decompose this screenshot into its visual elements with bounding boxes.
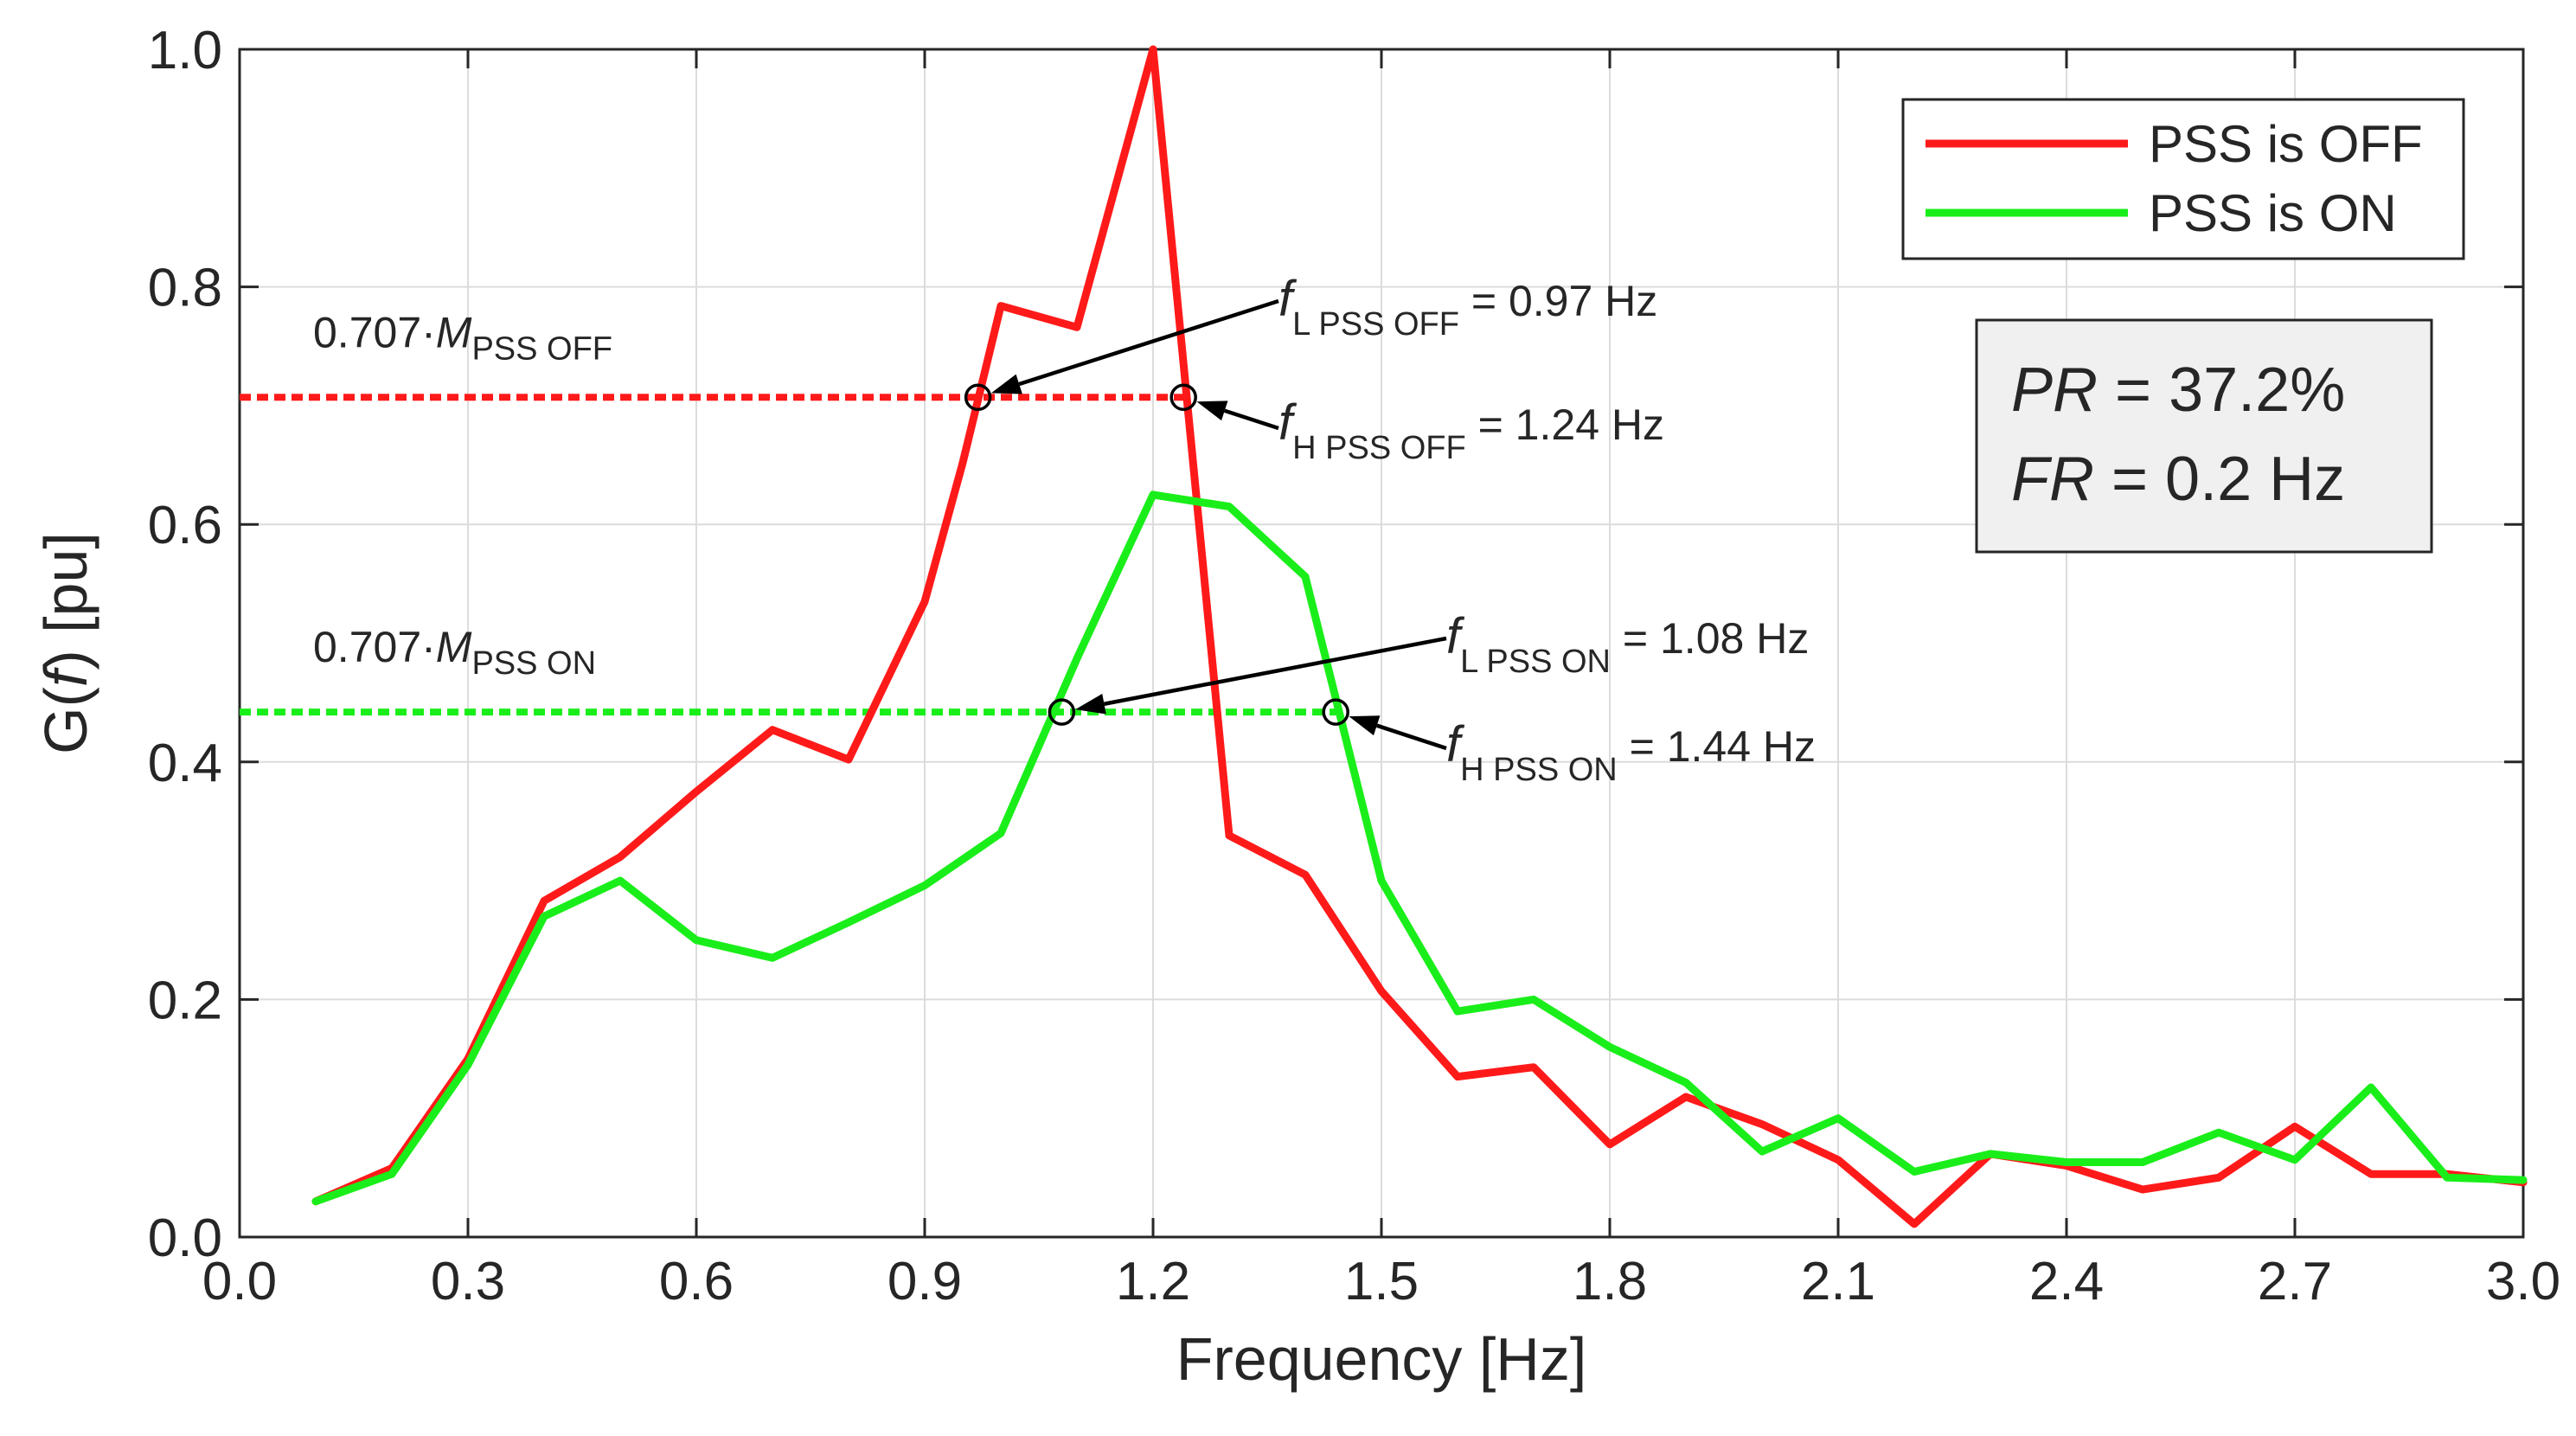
annotation-label: fL PSS OFF = 0.97 Hz [1278, 271, 1657, 343]
annotations: fL PSS OFF = 0.97 Hz fH PSS OFF = 1.24 Hz… [990, 271, 1816, 788]
crossing-marker [1169, 383, 1197, 412]
x-tick-label: 2.7 [2258, 1252, 2332, 1311]
annotation-arrow-line [1376, 723, 1447, 751]
y-tick-label: 0.4 [148, 734, 222, 793]
metric-fr-value: = 0.2 Hz [2094, 445, 2345, 514]
legend-label-on: PSS is ON [2149, 184, 2397, 242]
x-tick-label: 1.5 [1344, 1252, 1419, 1311]
metric-fr: FR = 0.2 Hz [2011, 445, 2345, 514]
legend: PSS is OFF PSS is ON [1901, 98, 2465, 260]
y-axis-title-prefix: G( [32, 687, 99, 754]
metric-fr-symbol: FR [2011, 445, 2094, 514]
legend-label-off: PSS is OFF [2149, 115, 2423, 173]
annotation-label: fL PSS ON = 1.08 Hz [1446, 608, 1809, 680]
y-axis-ticks: 0.0 0.2 0.4 0.6 0.8 1.0 [148, 21, 2523, 1268]
annotation-arrowhead [1349, 715, 1381, 736]
crossing-marker [1322, 698, 1349, 726]
x-tick-label: 0.9 [888, 1252, 962, 1311]
series-line-pss-off [311, 45, 2528, 1228]
metric-pr: PR = 37.2% [2011, 356, 2345, 425]
annotation-arrow-line [1104, 636, 1447, 706]
x-axis-title: Frequency [Hz] [1176, 1325, 1587, 1393]
x-tick-label: 0.0 [202, 1252, 277, 1311]
y-tick-label: 0.6 [148, 496, 222, 555]
x-tick-label: 1.8 [1573, 1252, 1647, 1311]
y-tick-label: 1.0 [148, 21, 222, 80]
annotation-arrow-line [1224, 408, 1279, 431]
annotation-label: fH PSS ON = 1.44 Hz [1446, 716, 1816, 788]
metric-pr-value: = 37.2% [2098, 356, 2345, 425]
reference-lines: 0.707·MPSS OFF 0.707·MPSS ON [240, 308, 1336, 716]
y-tick-label: 0.8 [148, 259, 222, 318]
y-tick-label: 0.2 [148, 971, 222, 1030]
x-axis-ticks: 0.0 0.3 0.6 0.9 1.2 1.5 1.8 2.1 2.4 2.7 3.0 [202, 49, 2560, 1311]
reference-line-label: 0.707·MPSS ON [313, 623, 596, 682]
y-tick-label: 0.0 [148, 1208, 222, 1268]
y-axis-title: G(f) [pu] [32, 532, 99, 754]
annotation-arrow-line [1018, 298, 1279, 387]
crossing-marker [964, 383, 992, 412]
series-line-pss-on [311, 490, 2528, 1206]
legend-box [1901, 98, 2465, 260]
x-tick-label: 2.1 [1801, 1252, 1875, 1311]
annotation-arrowhead [990, 374, 1022, 394]
x-tick-label: 0.6 [659, 1252, 734, 1311]
crossing-markers [964, 383, 1349, 726]
y-axis-title-suffix: ) [pu] [32, 532, 99, 670]
annotation-arrowhead [1196, 401, 1228, 421]
crossing-marker [1048, 698, 1076, 726]
annotation-label: fH PSS OFF = 1.24 Hz [1278, 394, 1664, 466]
reference-line-label: 0.707·MPSS OFF [313, 308, 612, 367]
metric-pr-symbol: PR [2011, 356, 2098, 425]
annotation-arrowhead [1075, 693, 1106, 715]
x-tick-label: 3.0 [2486, 1252, 2560, 1311]
metrics-box-frame [1975, 318, 2433, 554]
x-tick-label: 1.2 [1116, 1252, 1190, 1311]
x-tick-label: 0.3 [431, 1252, 505, 1311]
series-lines [311, 45, 2528, 1228]
metrics-box: PR = 37.2% FR = 0.2 Hz [1975, 318, 2433, 554]
x-tick-label: 2.4 [2029, 1252, 2104, 1311]
